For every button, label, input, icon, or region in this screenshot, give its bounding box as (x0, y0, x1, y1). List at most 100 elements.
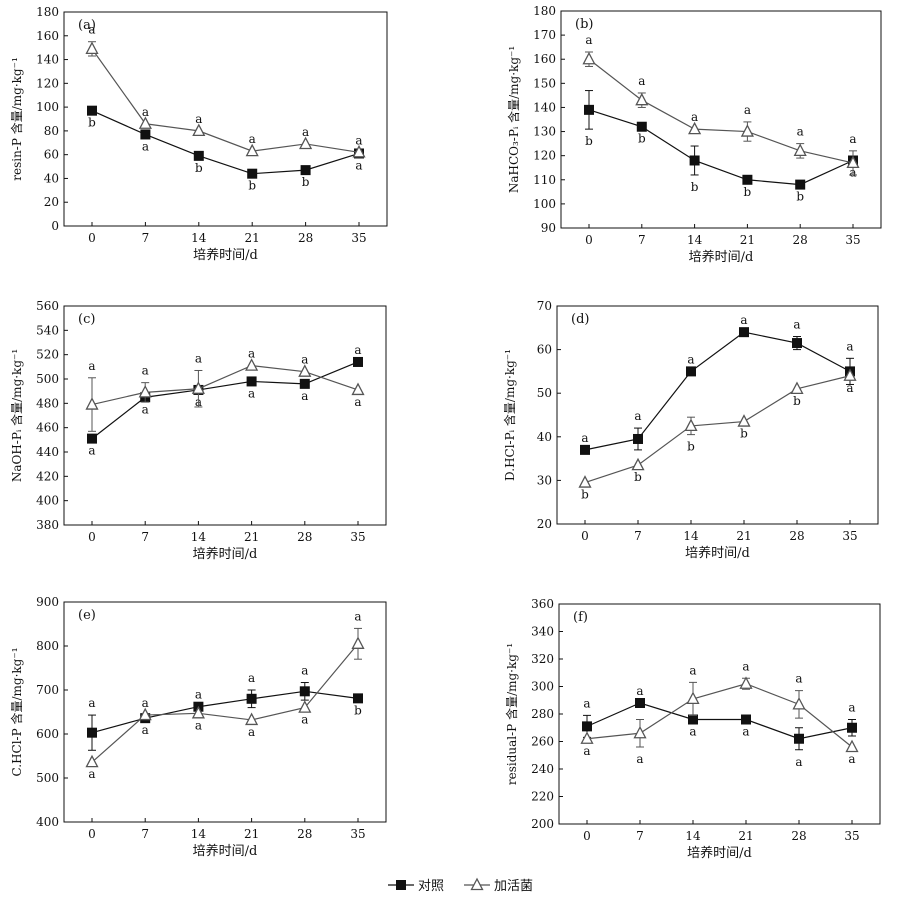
y-tick-label: 400 (36, 815, 59, 829)
significance-letter: b (248, 179, 256, 193)
y-tick-label: 200 (531, 817, 554, 831)
significance-letter: a (742, 725, 749, 739)
data-point (138, 384, 152, 398)
data-point (684, 418, 698, 432)
data-point (843, 368, 857, 381)
significance-letter: a (744, 103, 751, 117)
y-tick-label: 100 (533, 197, 556, 211)
data-point (578, 475, 592, 488)
y-tick-label: 60 (537, 343, 552, 357)
data-point (584, 104, 594, 115)
significance-letter: a (248, 725, 255, 739)
significance-letter: b (740, 427, 748, 441)
x-tick-label: 35 (842, 529, 857, 543)
data-point (739, 676, 753, 689)
x-tick-label: 0 (581, 529, 589, 543)
series-line (91, 110, 360, 175)
y-tick-label: 90 (541, 221, 556, 235)
x-tick-label: 14 (191, 530, 207, 544)
x-tick-label: 0 (585, 233, 593, 247)
significance-letter: a (88, 359, 95, 373)
series-live-bacteria: a a a a a a (582, 33, 860, 176)
significance-letter: a (638, 74, 645, 88)
x-tick-label: 35 (350, 827, 365, 841)
legend-item: 加活菌 (464, 877, 533, 894)
significance-letter: b (585, 134, 593, 148)
significance-letter: a (689, 663, 696, 677)
x-axis-title: 培养时间/d (689, 249, 754, 265)
x-tick-label: 21 (738, 829, 753, 843)
x-tick-label: 21 (245, 231, 260, 245)
data-point (85, 397, 99, 410)
significance-letter: a (142, 696, 149, 710)
panel-label: (d) (571, 312, 589, 327)
significance-letter: a (585, 33, 592, 47)
series-line (584, 331, 851, 451)
significance-letter: b (302, 175, 310, 189)
series-control: a a a a a a (580, 313, 855, 455)
data-point (793, 143, 807, 156)
significance-letter: a (742, 659, 749, 673)
data-point (87, 727, 97, 738)
significance-letter: a (142, 139, 149, 153)
data-point (85, 41, 99, 55)
x-axis-title: 培养时间/d (193, 843, 258, 859)
significance-letter: b (796, 190, 804, 204)
significance-letter: a (354, 395, 361, 409)
data-point (193, 150, 204, 161)
legend-label: 对照 (418, 879, 444, 894)
series-line (588, 109, 854, 186)
data-point (688, 714, 698, 725)
x-tick-label: 14 (685, 829, 701, 843)
x-tick-label: 28 (791, 829, 806, 843)
significance-letter: b (581, 488, 589, 502)
significance-letter: a (355, 133, 362, 147)
y-tick-label: 360 (531, 597, 554, 611)
x-tick-label: 28 (297, 530, 312, 544)
significance-letter: a (849, 132, 856, 146)
y-tick-label: 160 (533, 52, 556, 66)
data-point (353, 356, 363, 367)
series-live-bacteria: a a a a a a (580, 659, 859, 766)
y-tick-label: 400 (36, 494, 59, 508)
data-point (740, 124, 754, 137)
data-point (87, 433, 97, 444)
y-tick-label: 20 (537, 517, 552, 531)
significance-letter: a (691, 110, 698, 124)
significance-letter: a (848, 701, 855, 715)
significance-letter: a (581, 431, 588, 445)
legend-item: 对照 (388, 879, 444, 894)
x-tick-label: 28 (793, 233, 808, 247)
y-tick-label: 40 (537, 430, 552, 444)
y-tick-label: 170 (533, 28, 556, 42)
significance-letter: a (583, 744, 590, 758)
significance-letter: b (691, 180, 699, 194)
x-axis-title: 培养时间/d (685, 545, 750, 561)
y-tick-label: 520 (36, 348, 59, 362)
x-tick-label: 0 (88, 530, 96, 544)
significance-letter: a (687, 352, 694, 366)
y-tick-label: 340 (531, 625, 554, 639)
y-tick-label: 260 (531, 735, 554, 749)
data-point (298, 364, 312, 377)
data-point (298, 700, 312, 713)
significance-letter: a (301, 389, 308, 403)
y-tick-label: 900 (36, 595, 59, 609)
significance-letter: a (248, 671, 255, 685)
x-tick-label: 14 (191, 827, 207, 841)
significance-letter: b (354, 703, 362, 717)
data-point (580, 444, 590, 455)
significance-letter: b (687, 440, 695, 454)
significance-letter: a (354, 609, 361, 623)
panel-d: 20 30 40 50 60 70 0 7 14 21 28 35 培养时间/d D.HCl-Pᵢ 含量/… (502, 299, 879, 561)
y-tick-label: 280 (531, 707, 554, 721)
y-tick-label: 120 (36, 76, 59, 90)
y-tick-label: 130 (533, 125, 556, 139)
legend-marker (470, 877, 484, 891)
x-tick-label: 21 (244, 827, 259, 841)
x-tick-label: 28 (298, 231, 313, 245)
y-tick-label: 420 (36, 469, 59, 483)
series-line (91, 643, 359, 763)
plot-frame (560, 10, 882, 229)
data-point (633, 433, 643, 444)
